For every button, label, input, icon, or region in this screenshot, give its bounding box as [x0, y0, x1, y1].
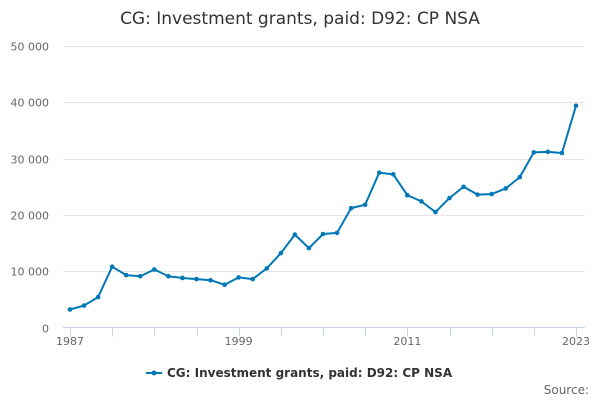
data-point[interactable] [334, 230, 340, 236]
data-point[interactable] [447, 195, 452, 201]
data-point[interactable] [81, 303, 87, 308]
x-tick-label: 2011 [393, 335, 421, 348]
legend-series-label: CG: Investment grants, paid: D92: CP NSA [167, 366, 453, 380]
x-tick-label: 1999 [225, 335, 253, 348]
data-point[interactable] [264, 266, 270, 271]
x-tick-label: 2023 [562, 335, 590, 348]
data-point[interactable] [250, 276, 256, 282]
series-line [69, 104, 577, 311]
series-layer [67, 103, 579, 312]
data-point[interactable] [222, 282, 227, 288]
x-tick-label: 1987 [56, 335, 84, 348]
x-axis-tick-labels: 1987 1999 2011 2023 [56, 335, 590, 348]
data-point[interactable] [278, 250, 284, 256]
data-point[interactable] [475, 192, 480, 197]
data-point[interactable] [123, 272, 129, 278]
y-tick-label: 40 000 [11, 97, 50, 110]
data-point[interactable] [433, 209, 438, 215]
legend[interactable]: CG: Investment grants, paid: D92: CP NSA [146, 366, 453, 380]
y-tick-label: 10 000 [11, 266, 50, 279]
data-point[interactable] [545, 149, 551, 155]
data-point[interactable] [405, 192, 410, 198]
data-point[interactable] [376, 170, 382, 175]
source-label: Source: [544, 383, 589, 397]
data-point[interactable] [194, 276, 199, 282]
data-point[interactable] [180, 275, 185, 281]
data-point[interactable] [109, 264, 115, 270]
y-tick-label: 50 000 [11, 41, 50, 54]
data-point[interactable] [95, 294, 101, 300]
data-point[interactable] [362, 202, 368, 208]
data-point[interactable] [390, 172, 396, 177]
x-axis-tick-marks [70, 327, 577, 337]
gridlines [63, 46, 585, 272]
data-point[interactable] [531, 150, 537, 155]
data-point[interactable] [517, 174, 523, 180]
data-point[interactable] [461, 184, 466, 190]
y-tick-label: 0 [42, 323, 49, 336]
y-axis-tick-labels: 0 10 000 20 000 30 000 40 000 50 000 [11, 41, 50, 336]
data-point[interactable] [152, 267, 157, 272]
data-point[interactable] [419, 199, 424, 204]
data-point[interactable] [236, 275, 241, 280]
data-point[interactable] [348, 205, 354, 211]
data-point[interactable] [503, 186, 509, 191]
data-point[interactable] [166, 273, 171, 279]
data-point[interactable] [292, 232, 298, 237]
data-point[interactable] [67, 307, 73, 312]
y-tick-label: 30 000 [11, 154, 50, 167]
data-point[interactable] [573, 103, 579, 108]
chart-title: CG: Investment grants, paid: D92: CP NSA [120, 9, 480, 29]
data-point[interactable] [320, 231, 326, 237]
data-point[interactable] [489, 191, 494, 197]
data-point[interactable] [208, 277, 213, 283]
data-point[interactable] [559, 150, 565, 156]
data-point[interactable] [306, 245, 312, 251]
y-tick-label: 20 000 [11, 210, 50, 223]
data-point[interactable] [137, 273, 143, 279]
legend-swatch-marker [151, 370, 157, 376]
